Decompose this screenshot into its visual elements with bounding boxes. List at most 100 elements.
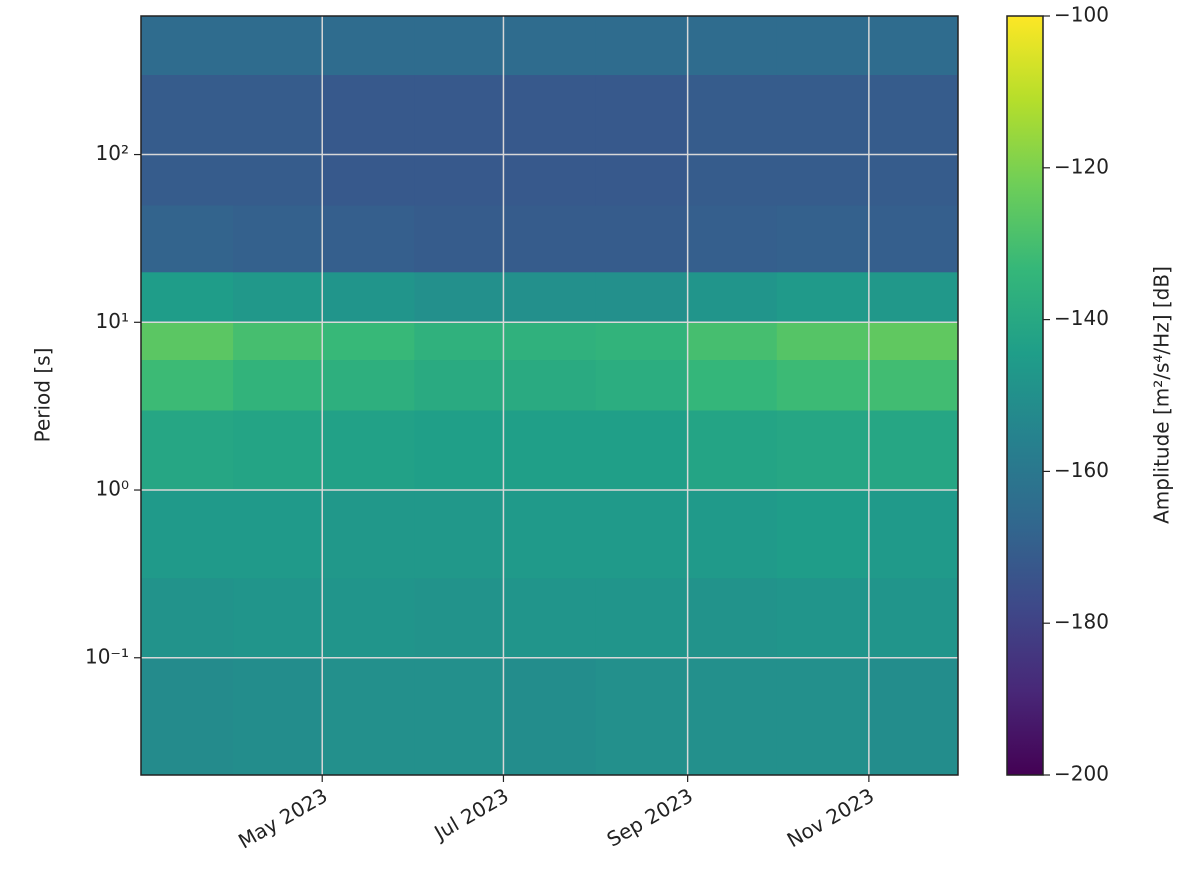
heatmap-cell: [322, 74, 415, 206]
heatmap-cell: [595, 322, 689, 361]
heatmap-cell: [503, 577, 597, 659]
heatmap-cell: [322, 577, 415, 659]
heatmap-cell: [776, 657, 870, 776]
heatmap-cell: [322, 409, 415, 491]
heatmap-cell: [595, 359, 689, 411]
heatmap-cell: [595, 205, 689, 273]
heatmap-cell: [687, 490, 778, 579]
heatmap-cell: [233, 74, 323, 206]
y-axis-label: Period [s]: [31, 348, 55, 443]
heatmap-cell: [503, 271, 597, 323]
heatmap-cell: [141, 657, 234, 776]
heatmap-cell: [868, 205, 959, 273]
heatmap-cell: [233, 490, 323, 579]
colorbar-tick-label: −120: [1054, 154, 1109, 178]
heatmap-cell: [233, 322, 323, 361]
colorbar: [1006, 15, 1044, 776]
heatmap-cell: [414, 577, 504, 659]
heatmap-cell: [503, 359, 597, 411]
heatmap-cell: [414, 74, 504, 206]
colorbar-label: Amplitude [m²/s⁴/Hz] [dB]: [1150, 266, 1174, 524]
heatmap-cell: [322, 16, 415, 76]
heatmap-cell: [233, 359, 323, 411]
heatmap-cell: [687, 205, 778, 273]
plot-frame: [140, 15, 959, 776]
colorbar-tick-label: −100: [1054, 3, 1109, 27]
heatmap-cell: [233, 409, 323, 491]
heatmap-cell: [233, 16, 323, 76]
y-tick-label: 10⁻¹: [85, 644, 129, 668]
x-tick-label: May 2023: [234, 783, 331, 853]
heatmap-cell: [414, 205, 504, 273]
heatmap-cell: [233, 271, 323, 323]
colorbar-tick-label: −200: [1054, 762, 1109, 786]
heatmap-cell: [141, 74, 234, 206]
colorbar-tick-label: −160: [1054, 458, 1109, 482]
heatmap-cell: [141, 577, 234, 659]
heatmap-cell: [776, 490, 870, 579]
heatmap-cell: [503, 74, 597, 206]
heatmap-cell: [868, 322, 959, 361]
heatmap-cell: [233, 577, 323, 659]
heatmap-cell: [687, 359, 778, 411]
y-tick-label: 10¹: [96, 309, 129, 333]
heatmap-cell: [503, 322, 597, 361]
heatmap-cell: [776, 577, 870, 659]
heatmap-cell: [868, 409, 959, 491]
heatmap-cell: [595, 74, 689, 206]
heatmap-cell: [687, 657, 778, 776]
heatmap-cell: [868, 359, 959, 411]
heatmap-cell: [503, 409, 597, 491]
x-tick-label: Nov 2023: [783, 783, 878, 852]
heatmap-cell: [414, 409, 504, 491]
heatmap-cell: [776, 205, 870, 273]
heatmap-cell: [414, 657, 504, 776]
heatmap-cell: [322, 490, 415, 579]
heatmap-cell: [503, 657, 597, 776]
heatmap-cell: [414, 490, 504, 579]
heatmap-cell: [868, 74, 959, 206]
heatmap-cell: [322, 271, 415, 323]
heatmap-cell: [776, 16, 870, 76]
heatmap-cell: [503, 490, 597, 579]
heatmap-cell: [141, 409, 234, 491]
heatmap-cell: [595, 409, 689, 491]
heatmap-cell: [687, 74, 778, 206]
heatmap-cell: [233, 657, 323, 776]
heatmap-cell: [868, 16, 959, 76]
heatmap-cell: [687, 16, 778, 76]
heatmap-cell: [595, 16, 689, 76]
x-tick-label: Jul 2023: [428, 783, 512, 845]
heatmap-cell: [322, 359, 415, 411]
heatmap-cell: [595, 271, 689, 323]
heatmap-cell: [776, 271, 870, 323]
heatmap-cell: [868, 577, 959, 659]
heatmap-cell: [687, 577, 778, 659]
heatmap-cell: [414, 359, 504, 411]
heatmap-cell: [687, 409, 778, 491]
heatmap-cell: [503, 16, 597, 76]
heatmap-cell: [595, 577, 689, 659]
heatmap-cell: [141, 16, 234, 76]
heatmap-cell: [414, 16, 504, 76]
heatmap-cell: [776, 409, 870, 491]
heatmap-cell: [868, 657, 959, 776]
heatmap-cell: [868, 490, 959, 579]
colorbar-tick-label: −180: [1054, 610, 1109, 634]
heatmap-cell: [141, 322, 234, 361]
heatmap-cell: [776, 359, 870, 411]
heatmap-cell: [141, 359, 234, 411]
heatmap-cell: [322, 322, 415, 361]
heatmap-cell: [141, 490, 234, 579]
y-tick-label: 10⁰: [96, 477, 129, 501]
heatmap-cell: [414, 322, 504, 361]
heatmap-cell: [503, 205, 597, 273]
y-tick-label: 10²: [96, 141, 129, 165]
heatmap-cell: [687, 322, 778, 361]
heatmap-cell: [595, 657, 689, 776]
heatmap-cell: [776, 322, 870, 361]
heatmap-cell: [141, 205, 234, 273]
heatmap-cell: [233, 205, 323, 273]
heatmap-cell: [322, 205, 415, 273]
